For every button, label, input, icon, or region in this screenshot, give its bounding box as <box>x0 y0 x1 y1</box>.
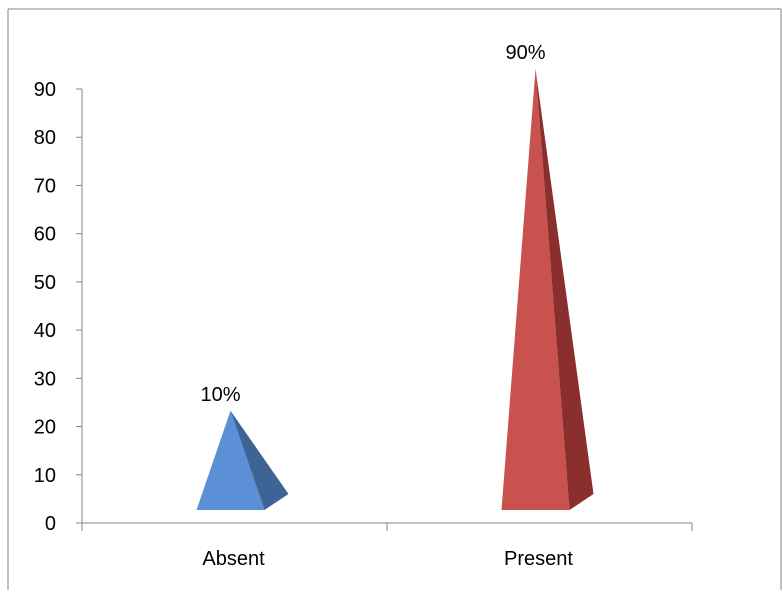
y-tick-label: 20 <box>34 417 56 439</box>
y-tick-label: 60 <box>34 224 56 246</box>
pyramid-present-front <box>501 69 570 510</box>
data-label-absent: 10% <box>200 384 240 406</box>
data-labels: 10% 90% <box>200 42 545 406</box>
y-tick-label: 50 <box>34 272 56 294</box>
y-tick-label: 0 <box>45 513 56 535</box>
y-tick-label: 90 <box>34 79 56 101</box>
pyramid-absent-side <box>230 410 289 510</box>
y-tick-label: 40 <box>34 320 56 342</box>
x-tick-label: Present <box>504 548 573 570</box>
axes: 0 10 20 30 40 50 60 70 80 90 Absent Present <box>34 79 693 570</box>
data-label-present: 90% <box>505 42 545 64</box>
y-tick-label: 80 <box>34 127 56 149</box>
y-tick-label: 70 <box>34 175 56 197</box>
x-tick-label: Absent <box>202 548 265 570</box>
bars <box>196 69 594 510</box>
y-tick-label: 10 <box>34 465 56 487</box>
pyramid-present-side <box>535 69 594 510</box>
y-tick-label: 30 <box>34 368 56 390</box>
pyramid-absent-front <box>196 410 265 510</box>
